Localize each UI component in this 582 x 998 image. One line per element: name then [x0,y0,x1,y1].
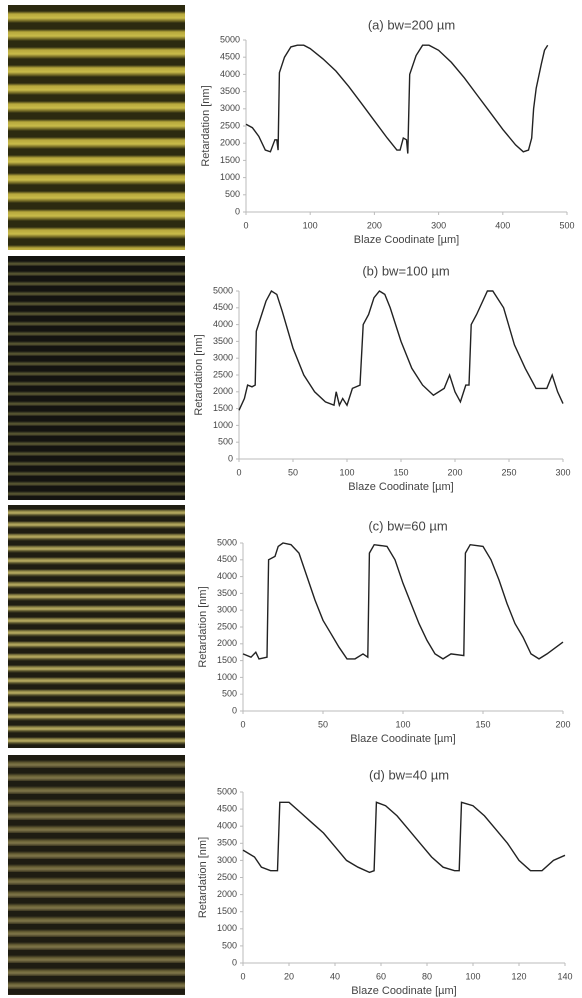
y-tick-label: 4000 [220,69,240,79]
data-line [245,44,549,154]
y-tick-label: 2500 [217,621,237,631]
y-tick-label: 4500 [213,302,233,312]
y-tick-label: 1500 [213,403,233,413]
y-tick-label: 0 [232,957,237,967]
micrograph [8,505,185,748]
x-axis-label: Blaze Coodinate [µm] [351,985,456,997]
y-tick-label: 0 [228,453,233,463]
x-tick-label: 0 [243,220,248,230]
micrograph [8,256,185,500]
data-line [242,801,566,874]
y-tick-label: 500 [225,189,240,199]
y-tick-label: 1000 [213,420,233,430]
y-tick-label: 2000 [217,638,237,648]
y-tick-label: 4500 [217,803,237,813]
y-tick-label: 1000 [217,672,237,682]
y-tick-label: 2000 [217,889,237,899]
y-tick-label: 0 [235,206,240,216]
x-tick-label: 140 [557,971,572,981]
y-axis-label: Retardation [nm] [197,837,209,918]
x-tick-label: 100 [465,971,480,981]
x-tick-label: 300 [555,467,570,477]
x-tick-label: 100 [303,220,318,230]
y-tick-label: 0 [232,705,237,715]
y-tick-label: 1500 [217,906,237,916]
x-tick-label: 80 [422,971,432,981]
y-tick-label: 3000 [213,353,233,363]
y-tick-label: 4000 [213,319,233,329]
x-tick-label: 60 [376,971,386,981]
y-tick-label: 4500 [217,554,237,564]
y-tick-label: 500 [218,437,233,447]
x-tick-label: 400 [495,220,510,230]
y-tick-label: 1000 [217,923,237,933]
x-tick-label: 0 [240,719,245,729]
y-tick-label: 5000 [213,285,233,295]
x-tick-label: 300 [431,220,446,230]
y-tick-label: 4500 [220,52,240,62]
chart-title: (a) bw=200 µm [368,17,455,32]
y-tick-label: 500 [222,689,237,699]
y-tick-label: 2500 [213,369,233,379]
y-tick-label: 2500 [220,120,240,130]
y-tick-label: 3500 [220,86,240,96]
y-tick-label: 3500 [213,336,233,346]
x-tick-label: 100 [395,719,410,729]
micrograph [8,755,185,995]
x-tick-label: 150 [475,719,490,729]
chart-title: (d) bw=40 µm [369,767,449,782]
x-tick-label: 100 [339,467,354,477]
chart-title: (c) bw=60 µm [368,518,447,533]
y-axis-label: Retardation [nm] [193,334,205,415]
x-tick-label: 50 [288,467,298,477]
y-axis-label: Retardation [nm] [197,586,209,667]
y-tick-label: 3500 [217,588,237,598]
y-tick-label: 5000 [220,34,240,44]
x-tick-label: 120 [511,971,526,981]
y-tick-label: 3500 [217,838,237,848]
x-axis-label: Blaze Coodinate [µm] [350,733,455,745]
y-tick-label: 2500 [217,872,237,882]
y-tick-label: 5000 [217,537,237,547]
x-axis-label: Blaze Coodinate [µm] [348,481,453,493]
x-tick-label: 0 [240,971,245,981]
y-tick-label: 3000 [217,605,237,615]
x-tick-label: 40 [330,971,340,981]
chart-title: (b) bw=100 µm [362,263,449,278]
y-tick-label: 5000 [217,786,237,796]
y-axis-label: Retardation [nm] [200,85,212,166]
x-tick-label: 200 [555,719,570,729]
y-tick-label: 2000 [213,386,233,396]
x-tick-label: 0 [236,467,241,477]
x-tick-label: 500 [559,220,574,230]
y-tick-label: 3000 [220,103,240,113]
y-tick-label: 3000 [217,855,237,865]
y-tick-label: 1500 [217,655,237,665]
x-axis-label: Blaze Coodinate [µm] [354,234,459,246]
x-tick-label: 250 [501,467,516,477]
x-tick-label: 200 [447,467,462,477]
data-line [238,290,564,411]
y-tick-label: 4000 [217,821,237,831]
micrograph [8,5,185,250]
y-tick-label: 1000 [220,172,240,182]
x-tick-label: 20 [284,971,294,981]
x-tick-label: 150 [393,467,408,477]
y-tick-label: 2000 [220,138,240,148]
x-tick-label: 200 [367,220,382,230]
y-tick-label: 4000 [217,571,237,581]
y-tick-label: 500 [222,940,237,950]
y-tick-label: 1500 [220,155,240,165]
data-line [242,542,564,660]
x-tick-label: 50 [318,719,328,729]
